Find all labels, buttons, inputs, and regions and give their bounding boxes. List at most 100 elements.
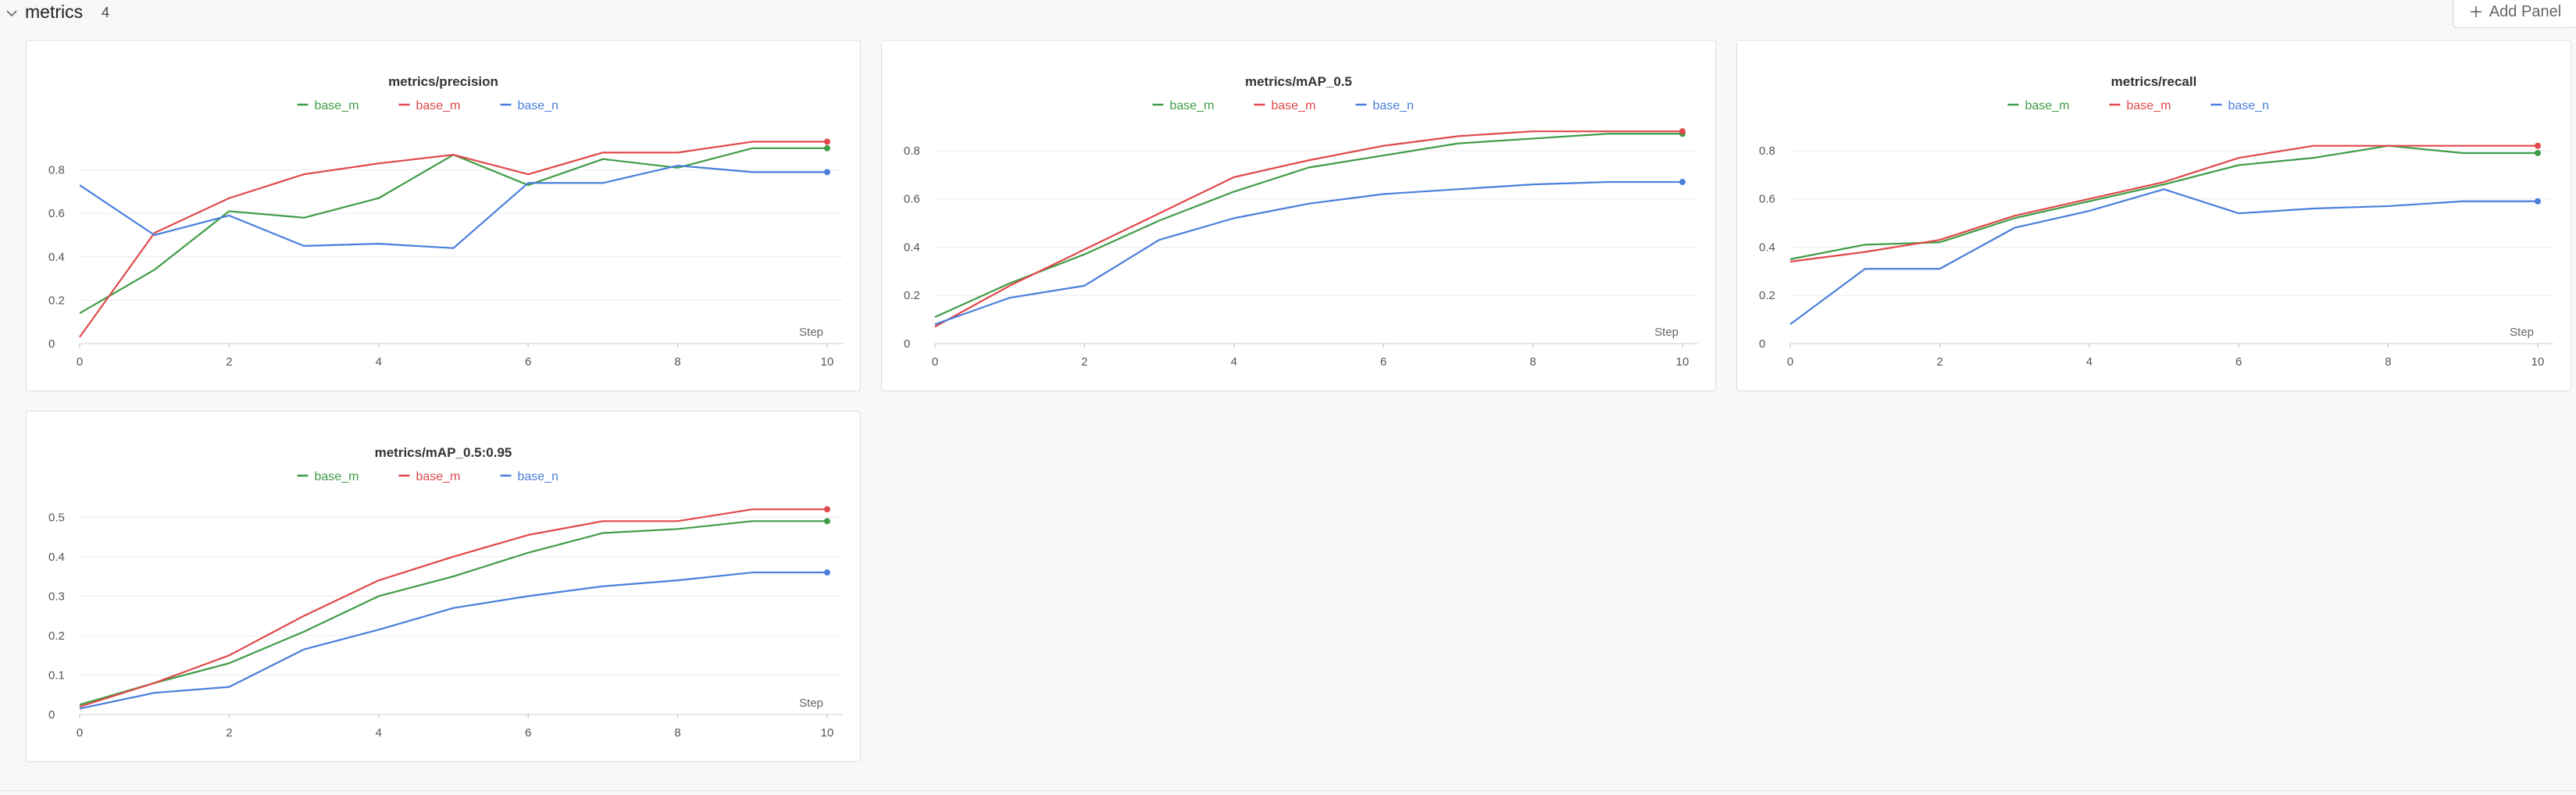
x-tick-label: 8 <box>1529 355 1536 369</box>
x-tick-label: 0 <box>932 355 938 369</box>
chart-panel-precision[interactable]: metrics/precision base_m base_m base_n 0 0.2 0… <box>26 40 861 391</box>
chart-title: metrics/mAP_0.5:0.95 <box>375 445 512 460</box>
chart-map-0-5: metrics/mAP_0.5 base_m base_m base_n 0 0.2 0.4… <box>904 74 1698 369</box>
x-axis-label: Step <box>799 697 823 710</box>
legend-item[interactable]: base_m <box>2007 99 2070 112</box>
section-divider <box>0 790 2576 791</box>
x-tick-label: 2 <box>1081 355 1087 369</box>
legend-item[interactable]: base_n <box>500 470 559 483</box>
series-end-point <box>824 518 830 525</box>
y-tick-label: 0.2 <box>48 294 65 307</box>
series-line[interactable] <box>1789 144 2538 263</box>
x-tick-label: 2 <box>226 355 232 369</box>
x-tick-label: 4 <box>376 726 382 740</box>
plus-icon <box>2470 6 2481 17</box>
chart-panel-map-0-5[interactable]: metrics/mAP_0.5 base_m base_m base_n 0 0.2 0.4… <box>881 40 1716 391</box>
chart-panel-map-0-5-0-95[interactable]: metrics/mAP_0.5:0.95 base_m base_m base_n 0 0… <box>26 411 861 762</box>
chevron-down-icon[interactable] <box>5 6 19 20</box>
x-tick-label: 8 <box>674 355 680 369</box>
series-line[interactable] <box>79 147 827 315</box>
series-line[interactable] <box>79 164 827 249</box>
y-tick-label: 0.1 <box>48 668 65 682</box>
chart-map-0-5-0-95: metrics/mAP_0.5:0.95 base_m base_m base_n 0 0… <box>48 445 843 740</box>
y-tick-label: 0.2 <box>1759 289 1775 302</box>
section-header: metrics 4 Add Panel <box>0 0 2576 28</box>
x-tick-label: 8 <box>2385 355 2391 369</box>
legend-item[interactable]: base_m <box>1152 99 1215 112</box>
x-tick-label: 6 <box>2235 355 2242 369</box>
legend-label: base_m <box>416 99 461 112</box>
legend-item[interactable]: base_m <box>2109 99 2171 112</box>
series-line[interactable] <box>79 508 827 708</box>
legend-item[interactable]: base_n <box>2210 99 2270 112</box>
series-line[interactable] <box>934 130 1682 328</box>
legend-label: base_n <box>2228 99 2270 112</box>
legend-item[interactable]: base_m <box>297 99 359 112</box>
series-end-point <box>824 138 830 145</box>
y-tick-label: 0.4 <box>48 251 65 264</box>
series-line[interactable] <box>1789 188 2538 326</box>
section-title[interactable]: metrics <box>25 2 84 22</box>
y-tick-label: 0.4 <box>1759 241 1775 254</box>
chart-panel-recall[interactable]: metrics/recall base_m base_m base_n 0 0.2 0.4 0… <box>1736 40 2571 391</box>
y-tick-label: 0.2 <box>48 629 65 643</box>
series-line[interactable] <box>934 180 1682 326</box>
y-tick-label: 0 <box>1759 337 1765 351</box>
legend-label: base_m <box>1170 99 1215 112</box>
x-tick-label: 2 <box>226 726 232 740</box>
series-end-point <box>824 569 830 576</box>
x-tick-label: 0 <box>77 726 83 740</box>
legend-label: base_n <box>518 470 559 483</box>
legend-label: base_n <box>518 99 559 112</box>
y-tick-label: 0.8 <box>48 164 65 177</box>
series-line[interactable] <box>79 520 827 706</box>
x-tick-label: 4 <box>1231 355 1237 369</box>
legend-label: base_m <box>2025 99 2070 112</box>
legend-label: base_m <box>416 470 461 483</box>
x-axis-label: Step <box>799 326 823 339</box>
series-end-point <box>1679 128 1686 135</box>
legend-item[interactable]: base_m <box>1254 99 1316 112</box>
series-line[interactable] <box>79 571 827 710</box>
legend-label: base_m <box>315 470 359 483</box>
legend-label: base_n <box>1373 99 1415 112</box>
y-tick-label: 0 <box>904 337 910 351</box>
y-tick-label: 0.8 <box>904 144 920 158</box>
x-tick-label: 10 <box>2531 355 2545 369</box>
legend-item[interactable]: base_n <box>500 99 559 112</box>
series-end-point <box>1679 179 1686 186</box>
series-end-point <box>2535 198 2541 205</box>
chart-title: metrics/mAP_0.5 <box>1245 74 1352 89</box>
y-tick-label: 0.6 <box>1759 193 1775 206</box>
y-tick-label: 0.5 <box>48 511 65 524</box>
y-tick-label: 0.6 <box>904 193 920 206</box>
y-tick-label: 0 <box>48 708 55 722</box>
y-tick-label: 0.2 <box>904 289 920 302</box>
legend-label: base_m <box>1272 99 1316 112</box>
x-tick-label: 10 <box>821 726 834 740</box>
y-tick-label: 0 <box>48 337 55 351</box>
series-line[interactable] <box>79 141 827 338</box>
x-tick-label: 4 <box>376 355 382 369</box>
chart-precision: metrics/precision base_m base_m base_n 0 0.2 0… <box>48 74 843 369</box>
series-end-point <box>824 506 830 513</box>
add-panel-button[interactable]: Add Panel <box>2453 0 2576 28</box>
legend-item[interactable]: base_m <box>297 470 359 483</box>
legend-item[interactable]: base_m <box>398 99 461 112</box>
x-tick-label: 6 <box>1380 355 1386 369</box>
x-axis-label: Step <box>2510 326 2534 339</box>
x-axis-label: Step <box>1654 326 1679 339</box>
series-line[interactable] <box>934 133 1682 319</box>
series-end-point <box>2535 142 2541 149</box>
x-tick-label: 6 <box>525 355 531 369</box>
series-end-point <box>2535 149 2541 156</box>
y-tick-label: 0.6 <box>48 207 65 220</box>
legend-item[interactable]: base_m <box>398 470 461 483</box>
series-line[interactable] <box>1789 144 2538 260</box>
y-tick-label: 0.3 <box>48 590 65 603</box>
y-tick-label: 0.4 <box>48 551 65 564</box>
x-tick-label: 2 <box>1936 355 1943 369</box>
chart-title: metrics/recall <box>2111 74 2197 89</box>
x-tick-label: 10 <box>821 355 834 369</box>
legend-item[interactable]: base_n <box>1355 99 1415 112</box>
